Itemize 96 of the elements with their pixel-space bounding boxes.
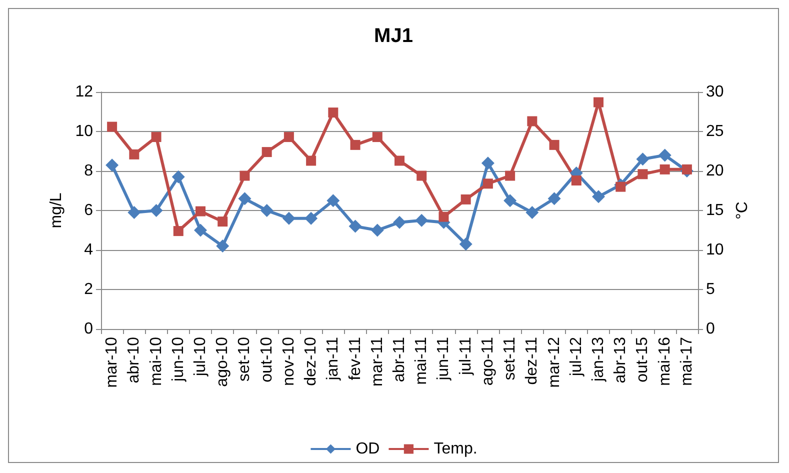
x-tick-label: mai-10 — [148, 336, 165, 386]
point — [592, 190, 605, 204]
y-tick-label: 12 — [75, 84, 94, 100]
point — [549, 140, 560, 150]
y2-tick-label: 0 — [706, 320, 715, 338]
point — [638, 169, 648, 180]
point — [348, 220, 362, 233]
point — [216, 240, 230, 253]
point — [106, 158, 119, 172]
point — [526, 206, 539, 219]
point — [260, 204, 274, 217]
x-tick-label: mai-16 — [656, 336, 674, 386]
point — [616, 182, 626, 192]
point — [350, 140, 360, 150]
point — [304, 212, 318, 225]
point — [326, 194, 340, 208]
point — [438, 212, 449, 222]
point — [505, 170, 516, 181]
point — [393, 216, 406, 229]
x-tick-label: jul-10 — [192, 336, 209, 378]
y2-tick-label: 15 — [706, 202, 724, 219]
x-tick-label: out-15 — [634, 336, 652, 382]
point — [571, 175, 582, 186]
point — [173, 226, 184, 236]
x-tick-label: abr-11 — [391, 336, 408, 382]
x-tick-label: mar-11 — [368, 336, 386, 386]
point — [372, 132, 382, 142]
y-tick-label: 10 — [75, 123, 94, 140]
point — [527, 116, 538, 126]
point — [682, 164, 692, 174]
x-tick-label: abr-13 — [612, 336, 630, 384]
point — [194, 224, 207, 237]
point — [415, 214, 428, 227]
x-tick-label: mar-12 — [546, 336, 563, 388]
y-tick-label: 6 — [84, 202, 94, 219]
x-tick-label: mar-10 — [104, 336, 121, 388]
x-tick-label: mai-11 — [413, 336, 430, 385]
x-tick-label: dez-11 — [524, 336, 541, 385]
x-tick-label: nov-10 — [280, 336, 298, 386]
y-tick-label: 4 — [84, 242, 94, 258]
point — [240, 170, 250, 181]
x-tick-label: jun-10 — [170, 336, 187, 382]
point — [107, 122, 118, 132]
x-tick-label: jun-11 — [435, 336, 452, 382]
x-tick-label: set-10 — [236, 336, 254, 382]
point — [196, 206, 206, 216]
x-tick-label: jul-12 — [568, 336, 585, 378]
x-tick-label: abr-10 — [126, 336, 143, 384]
point — [328, 108, 338, 118]
legend-label: Temp. — [434, 440, 478, 458]
point — [460, 194, 471, 204]
y-tick-label: 8 — [84, 162, 94, 180]
point — [660, 164, 670, 174]
x-tick-label: fev-11 — [346, 336, 364, 380]
x-tick-label: set-11 — [502, 336, 519, 380]
legend-label: OD — [356, 440, 380, 458]
point — [238, 192, 252, 206]
point — [658, 148, 672, 162]
point — [172, 170, 185, 184]
point — [218, 216, 228, 227]
y-axis-title: mg/L — [48, 192, 65, 228]
x-tick-label: out-10 — [258, 336, 276, 382]
point — [151, 132, 162, 142]
x-tick-label: ago-10 — [214, 336, 232, 387]
x-tick-label: jul-11 — [457, 336, 474, 376]
y2-axis-title: °C — [734, 202, 752, 220]
y-tick-label: 0 — [84, 320, 94, 338]
point — [284, 132, 294, 142]
point — [306, 156, 316, 166]
point — [594, 97, 604, 108]
point — [548, 192, 561, 206]
point — [636, 152, 650, 166]
point — [262, 147, 272, 158]
chart-title: MJ1 — [374, 25, 413, 47]
point — [482, 178, 493, 189]
point — [459, 238, 472, 251]
y2-tick-label: 5 — [706, 281, 715, 298]
point — [150, 204, 163, 217]
y2-tick-label: 20 — [706, 162, 724, 180]
x-tick-label: jan-11 — [324, 336, 342, 382]
point — [282, 212, 296, 225]
point — [128, 206, 141, 219]
y2-tick-label: 30 — [706, 84, 724, 100]
x-tick-label: jan-13 — [590, 336, 607, 382]
y-tick-label: 2 — [84, 281, 94, 298]
y2-tick-label: 25 — [706, 123, 724, 140]
point — [416, 170, 427, 181]
x-tick-label: ago-11 — [479, 336, 496, 386]
point — [504, 194, 517, 208]
point — [370, 224, 384, 237]
y2-tick-label: 10 — [706, 242, 724, 258]
x-tick-label: dez-10 — [302, 336, 320, 386]
point — [394, 156, 404, 166]
x-tick-label: mai-17 — [678, 336, 696, 386]
point — [129, 149, 140, 160]
point — [481, 156, 494, 170]
